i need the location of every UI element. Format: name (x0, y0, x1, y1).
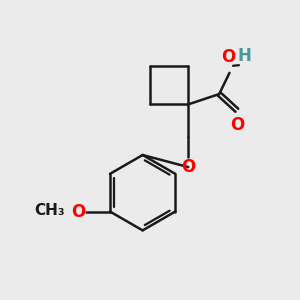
Text: H: H (238, 46, 252, 64)
Text: O: O (231, 116, 245, 134)
Text: O: O (71, 202, 85, 220)
Text: O: O (181, 158, 195, 176)
Text: CH₃: CH₃ (34, 203, 65, 218)
Text: O: O (221, 48, 235, 66)
